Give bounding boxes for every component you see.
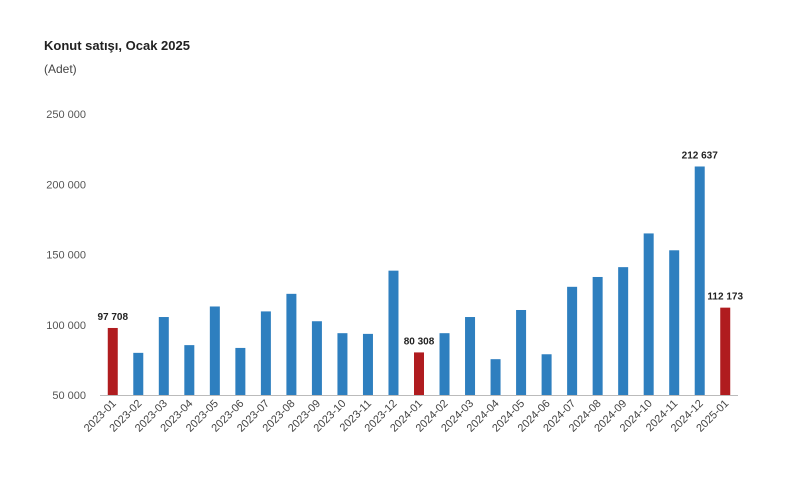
bar-2023-10 [337, 333, 348, 395]
bar-2023-11 [362, 333, 373, 395]
bar-2023-07 [260, 311, 271, 395]
bar-2024-09 [618, 267, 629, 395]
bar-2025-01 [720, 307, 731, 395]
data-label-2023-01: 97 708 [97, 312, 128, 323]
y-tick-label: 200 000 [46, 179, 86, 191]
bars [107, 166, 731, 395]
bar-2023-08 [286, 293, 297, 395]
bar-2023-12 [388, 270, 399, 395]
chart-title: Konut satışı, Ocak 2025 [44, 38, 190, 53]
bar-2024-12 [694, 166, 705, 395]
bar-2023-02 [133, 352, 144, 395]
y-axis: 50 000 100 000 150 000 200 000 250 000 [46, 109, 86, 402]
bar-2024-11 [669, 250, 680, 395]
bar-2024-06 [541, 354, 552, 395]
data-label-2024-01: 80 308 [404, 336, 435, 347]
bar-2024-01 [414, 352, 424, 395]
chart-subtitle: (Adet) [44, 62, 77, 76]
bar-2023-06 [235, 347, 246, 395]
data-label-2024-12: 212 637 [682, 150, 719, 161]
bar-2024-08 [592, 276, 603, 395]
bar-2024-07 [567, 286, 578, 395]
y-tick-label: 50 000 [52, 390, 86, 402]
bar-2023-04 [184, 345, 195, 395]
bar-2024-05 [516, 309, 527, 395]
y-tick-label: 100 000 [46, 320, 86, 332]
bar-2024-04 [490, 359, 501, 395]
bar-2023-01 [107, 327, 118, 395]
bar-2023-03 [158, 317, 169, 395]
bar-2024-10 [643, 233, 654, 395]
y-tick-label: 250 000 [46, 109, 86, 121]
bar-2024-02 [439, 333, 450, 395]
bar-2023-05 [209, 306, 220, 395]
x-axis: 2023-012023-022023-032023-042023-052023-… [82, 395, 738, 435]
data-labels: 97 708 80 308 212 637 112 173 [97, 150, 743, 347]
bar-2024-03 [465, 317, 476, 395]
data-label-2025-01: 112 173 [707, 292, 743, 303]
y-tick-label: 150 000 [46, 250, 86, 262]
bar-2023-09 [311, 321, 322, 395]
